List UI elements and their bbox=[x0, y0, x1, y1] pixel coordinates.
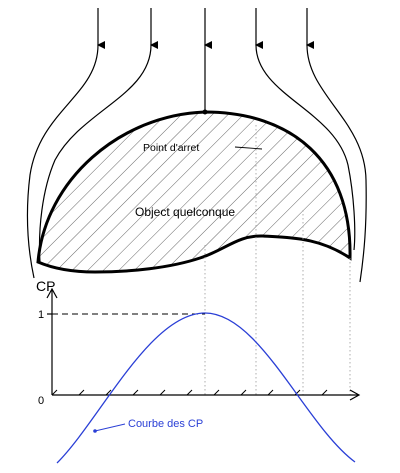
x-tick bbox=[78, 389, 85, 396]
stagnation-point-leader bbox=[234, 146, 263, 150]
x-tick bbox=[186, 389, 193, 396]
x-tick bbox=[132, 389, 139, 396]
cp-axes bbox=[46, 287, 361, 401]
streamline-left-inner bbox=[38, 44, 152, 263]
cp-curve-label: Courbe des CP bbox=[128, 418, 203, 430]
cp-tick-one-label: 1 bbox=[38, 309, 44, 321]
x-tick bbox=[240, 389, 247, 396]
x-tick bbox=[321, 389, 328, 396]
x-tick bbox=[294, 389, 301, 396]
object-body bbox=[36, 110, 352, 274]
streamline-left-outer bbox=[26, 44, 99, 279]
x-tick bbox=[105, 389, 112, 396]
cp-curve-leader bbox=[94, 423, 126, 432]
x-tick bbox=[51, 389, 58, 396]
cp-y-axis-arrow bbox=[46, 287, 58, 299]
cp-x-ticks bbox=[51, 389, 328, 396]
cp-curve-leader-dot bbox=[93, 429, 97, 433]
stagnation-point-marker bbox=[202, 109, 208, 115]
streamlines bbox=[26, 44, 367, 283]
object-label: Object quelconque bbox=[135, 205, 235, 219]
cp-tick-zero-label: 0 bbox=[38, 395, 44, 407]
projection-lines bbox=[204, 125, 351, 395]
streamline-right-inner bbox=[255, 44, 356, 251]
flow-arrows bbox=[97, 8, 314, 49]
cp-x-axis-arrow bbox=[349, 389, 361, 401]
x-tick bbox=[267, 389, 274, 396]
streamline-right-outer bbox=[306, 44, 367, 283]
cp-curve bbox=[56, 312, 356, 464]
cp-axis-label: CP bbox=[36, 278, 55, 294]
x-tick bbox=[213, 389, 220, 396]
stagnation-point-label: Point d'arret bbox=[143, 142, 199, 154]
x-tick bbox=[159, 389, 166, 396]
